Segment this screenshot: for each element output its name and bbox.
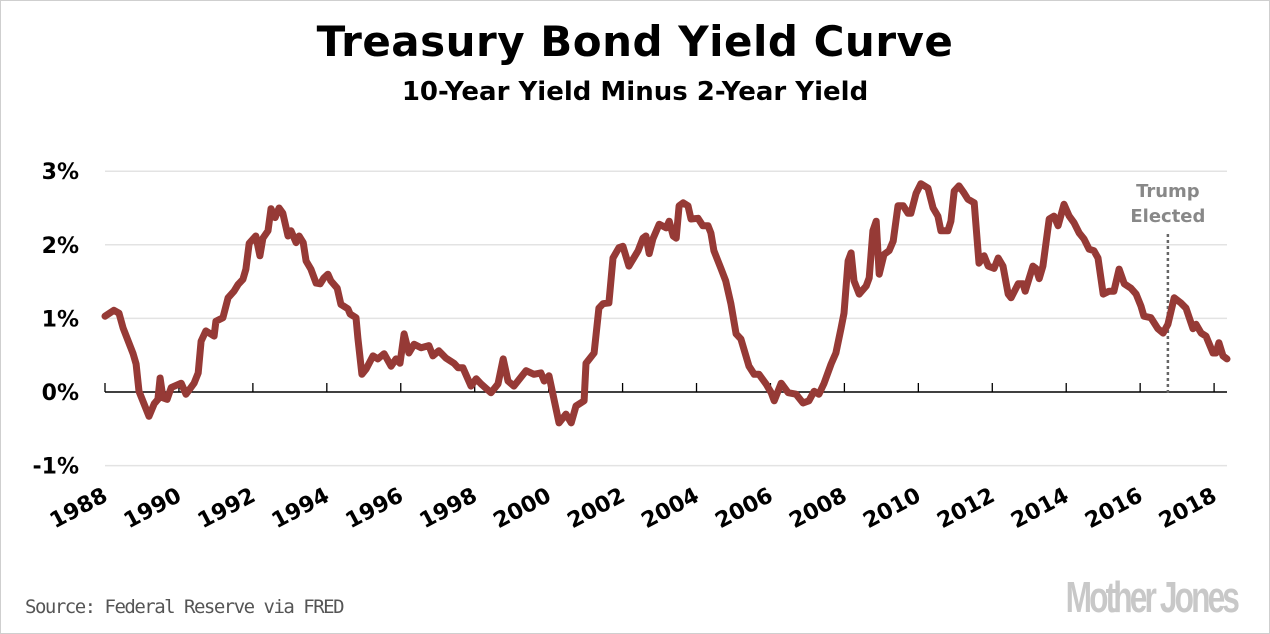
x-tick-label: 2018 <box>1155 483 1221 534</box>
y-tick-label: 1% <box>42 307 79 332</box>
yield-spread-line <box>101 180 1231 427</box>
x-tick-label: 2004 <box>638 483 704 534</box>
chart-subtitle: 10-Year Yield Minus 2-Year Yield <box>401 77 869 107</box>
source-note: Source: Federal Reserve via FRED <box>25 596 345 618</box>
y-tick-label: 3% <box>42 160 79 185</box>
x-tick-label: 2012 <box>933 483 999 534</box>
annotation-label: Elected <box>1130 206 1205 227</box>
x-tick-label: 1988 <box>46 483 112 534</box>
chart-title: Treasury Bond Yield Curve <box>316 17 954 66</box>
x-tick-label: 2006 <box>711 483 777 534</box>
x-tick-label: 1996 <box>342 483 408 534</box>
annotation-label: Trump <box>1136 181 1200 202</box>
x-tick-label: 1992 <box>194 483 260 534</box>
x-tick-label: 1994 <box>268 483 334 534</box>
x-tick-label: 1990 <box>120 483 186 534</box>
x-tick-label: 2000 <box>490 483 556 534</box>
x-tick-label: 2008 <box>785 483 851 534</box>
x-tick-label: 1998 <box>416 483 482 534</box>
y-tick-label: 0% <box>42 381 79 406</box>
y-tick-label: -1% <box>33 455 79 480</box>
y-tick-label: 2% <box>42 234 79 259</box>
x-tick-label: 2010 <box>859 483 925 534</box>
mother-jones-logo: Mother Jones <box>1065 573 1240 622</box>
x-tick-label: 2016 <box>1081 483 1147 534</box>
x-tick-label: 2002 <box>564 483 630 534</box>
x-tick-label: 2014 <box>1007 483 1073 534</box>
